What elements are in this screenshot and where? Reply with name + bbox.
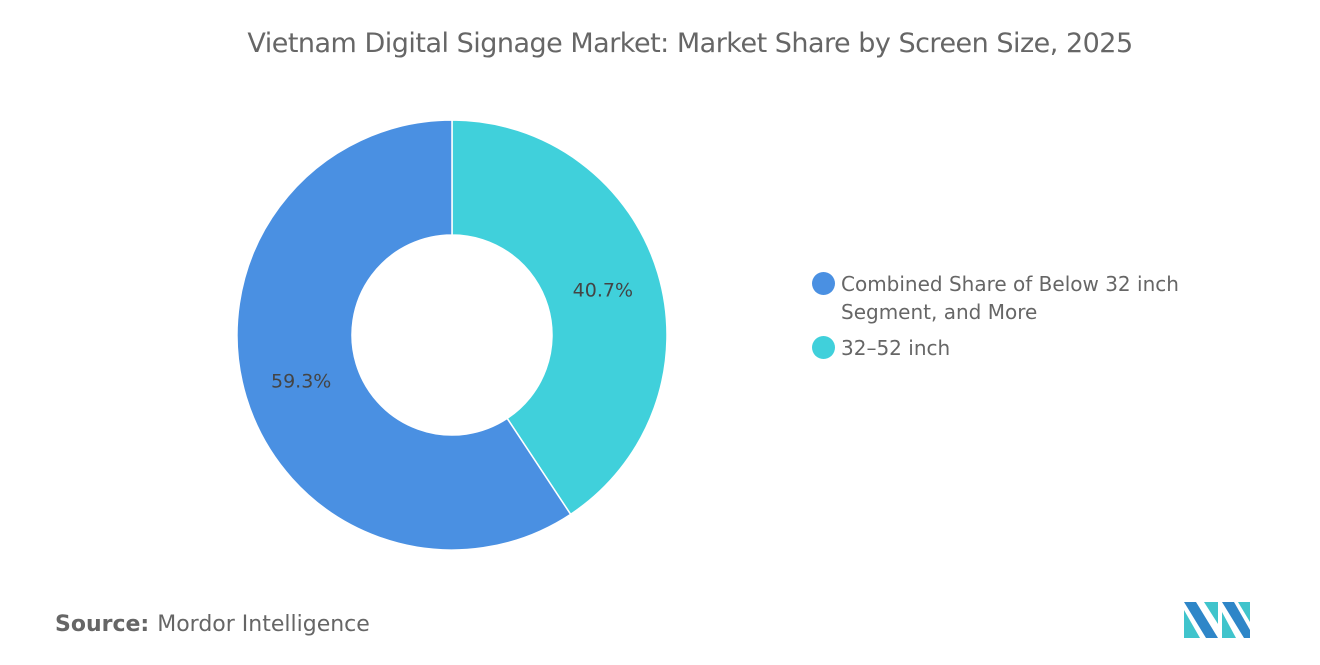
- legend-label: 32–52 inch: [841, 336, 951, 360]
- source-note: Source: Mordor Intelligence: [55, 612, 370, 637]
- legend-label: Combined Share of Below 32 inch Segment,…: [841, 272, 1179, 324]
- legend-swatch: [812, 272, 835, 295]
- donut-slice: [236, 119, 572, 551]
- data-label: 59.3%: [271, 370, 331, 392]
- legend: Combined Share of Below 32 inch Segment,…: [812, 270, 1191, 370]
- legend-item: 32–52 inch: [812, 334, 1191, 362]
- source-label: Source:: [55, 612, 150, 637]
- legend-swatch: [812, 336, 835, 359]
- chart-title: Vietnam Digital Signage Market: Market S…: [247, 28, 1133, 59]
- mordor-intelligence-logo: [1184, 602, 1250, 638]
- donut-slice: [451, 119, 668, 516]
- source-value: Mordor Intelligence: [157, 612, 370, 637]
- legend-item: Combined Share of Below 32 inch Segment,…: [812, 270, 1191, 326]
- data-label: 40.7%: [573, 280, 633, 302]
